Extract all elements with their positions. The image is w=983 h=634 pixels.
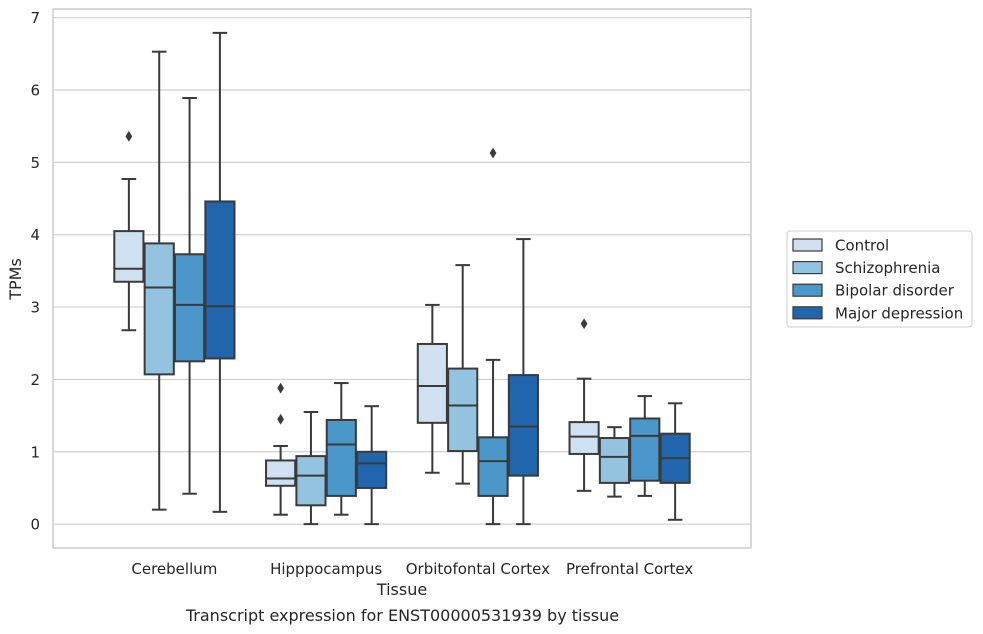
y-tick-label-0: 0 bbox=[30, 516, 40, 534]
box-control-prefrontal-cortex-iqr bbox=[568, 421, 600, 455]
box-bipolar-disorder-orbitofontal-cortex-iqr bbox=[477, 436, 509, 497]
y-tick-label-1: 1 bbox=[30, 443, 40, 461]
legend-frame bbox=[786, 230, 973, 328]
legend-label-control: Control bbox=[835, 237, 889, 255]
box-bipolar-disorder-hipppocampus-iqr bbox=[325, 418, 357, 497]
box-schizophrenia-cerebellum-iqr bbox=[143, 242, 175, 376]
box-major-depression-orbitofontal-cortex bbox=[507, 238, 539, 526]
y-tick-label-2: 2 bbox=[30, 371, 40, 389]
x-tick-label-cerebellum: Cerebellum bbox=[131, 560, 217, 578]
legend-label-bipolar-disorder: Bipolar disorder bbox=[835, 282, 955, 300]
box-schizophrenia-orbitofontal-cortex-iqr bbox=[447, 367, 479, 453]
box-bipolar-disorder-cerebellum-iqr bbox=[173, 253, 206, 363]
box-major-depression-cerebellum-iqr bbox=[204, 200, 236, 360]
chart-caption: Transcript expression for ENST0000053193… bbox=[185, 606, 620, 625]
box-control-cerebellum bbox=[113, 130, 145, 332]
y-tick-labels: 0 1 2 3 4 5 6 7 bbox=[30, 9, 40, 533]
box-major-depression-cerebellum bbox=[204, 31, 236, 513]
y-axis-label: TPMs bbox=[6, 258, 25, 301]
box-control-cerebellum-outlier-0 bbox=[125, 130, 133, 142]
box-schizophrenia-hipppocampus bbox=[295, 410, 327, 526]
legend-swatch-control bbox=[792, 238, 823, 252]
box-control-cerebellum-iqr bbox=[113, 230, 145, 283]
box-schizophrenia-prefrontal-cortex bbox=[598, 426, 631, 498]
legend-swatch-bipolar-disorder bbox=[792, 283, 823, 297]
box-control-prefrontal-cortex-outlier-0 bbox=[580, 318, 588, 330]
x-tick-label-hipppocampus: Hipppocampus bbox=[270, 560, 382, 578]
legend-label-schizophrenia: Schizophrenia bbox=[835, 259, 940, 277]
box-series bbox=[113, 31, 691, 526]
y-tick-label-4: 4 bbox=[30, 226, 40, 244]
x-axis-label: Tissue bbox=[376, 580, 427, 599]
y-tick-label-6: 6 bbox=[30, 82, 40, 100]
box-schizophrenia-cerebellum bbox=[143, 50, 175, 511]
box-schizophrenia-prefrontal-cortex-iqr bbox=[598, 437, 631, 484]
box-bipolar-disorder-cerebellum bbox=[173, 96, 206, 495]
legend-label-major-depression: Major depression bbox=[835, 304, 963, 322]
x-tick-label-prefrontal-cortex: Prefrontal Cortex bbox=[566, 560, 693, 578]
legend-swatch-major-depression bbox=[792, 306, 823, 320]
legend-swatch-schizophrenia bbox=[792, 261, 823, 275]
plot-frame bbox=[52, 8, 752, 549]
box-bipolar-disorder-prefrontal-cortex-iqr bbox=[629, 417, 661, 482]
box-bipolar-disorder-orbitofontal-cortex bbox=[477, 147, 509, 526]
box-control-hipppocampus bbox=[265, 382, 297, 516]
box-major-depression-orbitofontal-cortex-iqr bbox=[507, 374, 539, 477]
box-major-depression-hipppocampus-iqr bbox=[356, 450, 388, 489]
x-tick-labels: Cerebellum Hipppocampus Orbitofontal Corte… bbox=[131, 560, 693, 578]
y-tick-label-3: 3 bbox=[30, 299, 40, 317]
box-bipolar-disorder-prefrontal-cortex bbox=[629, 395, 661, 497]
box-control-orbitofontal-cortex bbox=[416, 303, 448, 474]
box-control-hipppocampus-outlier-1 bbox=[277, 413, 284, 425]
box-control-hipppocampus-iqr bbox=[265, 459, 297, 487]
box-control-orbitofontal-cortex-iqr bbox=[416, 342, 448, 424]
y-tick-label-5: 5 bbox=[30, 154, 40, 172]
box-schizophrenia-orbitofontal-cortex bbox=[447, 264, 479, 485]
box-bipolar-disorder-hipppocampus bbox=[325, 382, 357, 516]
box-control-hipppocampus-outlier-0 bbox=[277, 382, 284, 394]
box-major-depression-prefrontal-cortex bbox=[659, 402, 691, 521]
y-tick-label-7: 7 bbox=[30, 9, 40, 27]
box-control-prefrontal-cortex bbox=[568, 318, 600, 492]
legend: Control Schizophrenia Bipolar disorder Majo… bbox=[786, 230, 973, 328]
x-tick-label-orbitofontal-cortex: Orbitofontal Cortex bbox=[406, 560, 550, 578]
box-bipolar-disorder-orbitofontal-cortex-outlier-0 bbox=[489, 147, 497, 159]
box-major-depression-hipppocampus bbox=[356, 405, 388, 526]
box-schizophrenia-hipppocampus-iqr bbox=[295, 455, 327, 507]
